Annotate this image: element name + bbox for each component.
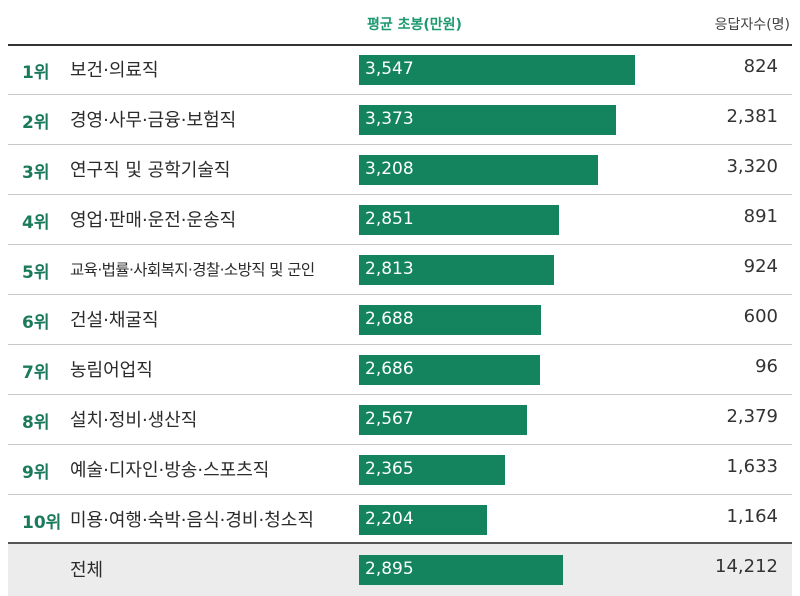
respondent-count: 2,379	[726, 406, 778, 427]
salary-value-label: 2,688	[365, 309, 414, 329]
salary-value-label: 3,208	[365, 159, 414, 179]
salary-bar: 3,373	[359, 105, 616, 135]
salary-bar: 2,813	[359, 255, 554, 285]
table-row: 1위 보건·의료직 3,547 824	[8, 44, 792, 95]
salary-bar: 2,567	[359, 405, 527, 435]
salary-bar: 2,204	[359, 505, 487, 535]
salary-value-label: 2,813	[365, 259, 414, 279]
category-label: 교육·법률·사회복지·경찰·소방직 및 군인	[70, 261, 315, 279]
category-label: 설치·정비·생산직	[70, 410, 198, 431]
table-row: 6위 건설·채굴직 2,688 600	[8, 294, 792, 345]
category-label: 전체	[70, 560, 104, 581]
salary-value-label: 2,567	[365, 409, 414, 429]
rank-label: 3위	[22, 163, 50, 183]
table-row: 9위 예술·디자인·방송·스포츠직 2,365 1,633	[8, 444, 792, 495]
salary-value-label: 2,365	[365, 459, 414, 479]
respondent-count: 96	[755, 356, 778, 377]
salary-bar: 2,895	[359, 555, 563, 585]
category-label: 보건·의료직	[70, 60, 159, 81]
salary-bar: 3,547	[359, 55, 635, 85]
table-row: 3위 연구직 및 공학기술직 3,208 3,320	[8, 144, 792, 195]
respondent-count: 2,381	[726, 106, 778, 127]
salary-bar: 2,688	[359, 305, 541, 335]
salary-value-label: 2,686	[365, 359, 414, 379]
salary-bar: 2,365	[359, 455, 505, 485]
rank-label: 8위	[22, 413, 50, 433]
respondent-count: 14,212	[715, 556, 778, 577]
salary-value-label: 3,547	[365, 59, 414, 79]
rank-label: 7위	[22, 363, 50, 383]
salary-bar: 3,208	[359, 155, 598, 185]
respondent-column-header: 응답자수(명)	[714, 17, 790, 33]
category-label: 영업·판매·운전·운송직	[70, 210, 237, 231]
table-row: 10위 미용·여행·숙박·음식·경비·청소직 2,204 1,164	[8, 494, 792, 545]
rank-label: 5위	[22, 263, 50, 283]
rank-label: 9위	[22, 463, 50, 483]
rank-label: 1위	[22, 63, 50, 83]
salary-value-label: 2,895	[365, 559, 414, 579]
rank-label: 2위	[22, 113, 50, 133]
category-label: 연구직 및 공학기술직	[70, 160, 231, 181]
respondent-count: 1,164	[726, 506, 778, 527]
respondent-count: 3,320	[726, 156, 778, 177]
salary-value-label: 3,373	[365, 109, 414, 129]
table-header: 평균 초봉(만원) 응답자수(명)	[8, 0, 792, 46]
table-row: 5위 교육·법률·사회복지·경찰·소방직 및 군인 2,813 924	[8, 244, 792, 295]
salary-value-label: 2,204	[365, 509, 414, 529]
table-row-total: 전체 2,895 14,212	[8, 542, 792, 596]
respondent-count: 824	[743, 56, 778, 77]
category-label: 경영·사무·금융·보험직	[70, 110, 237, 131]
category-label: 농림어업직	[70, 360, 153, 381]
category-label: 예술·디자인·방송·스포츠직	[70, 460, 270, 481]
rank-label: 4위	[22, 213, 50, 233]
respondent-count: 1,633	[726, 456, 778, 477]
respondent-count: 891	[743, 206, 778, 227]
salary-bar: 2,851	[359, 205, 559, 235]
respondent-count: 600	[743, 306, 778, 327]
rank-label: 10위	[22, 513, 62, 533]
table-row: 4위 영업·판매·운전·운송직 2,851 891	[8, 194, 792, 245]
table-row: 2위 경영·사무·금융·보험직 3,373 2,381	[8, 94, 792, 145]
category-label: 미용·여행·숙박·음식·경비·청소직	[70, 510, 314, 531]
table-row: 7위 농림어업직 2,686 96	[8, 344, 792, 395]
category-label: 건설·채굴직	[70, 310, 159, 331]
score-column-header: 평균 초봉(만원)	[367, 17, 462, 33]
salary-bar: 2,686	[359, 355, 540, 385]
rank-label: 6위	[22, 313, 50, 333]
salary-value-label: 2,851	[365, 209, 414, 229]
table-row: 8위 설치·정비·생산직 2,567 2,379	[8, 394, 792, 445]
respondent-count: 924	[743, 256, 778, 277]
